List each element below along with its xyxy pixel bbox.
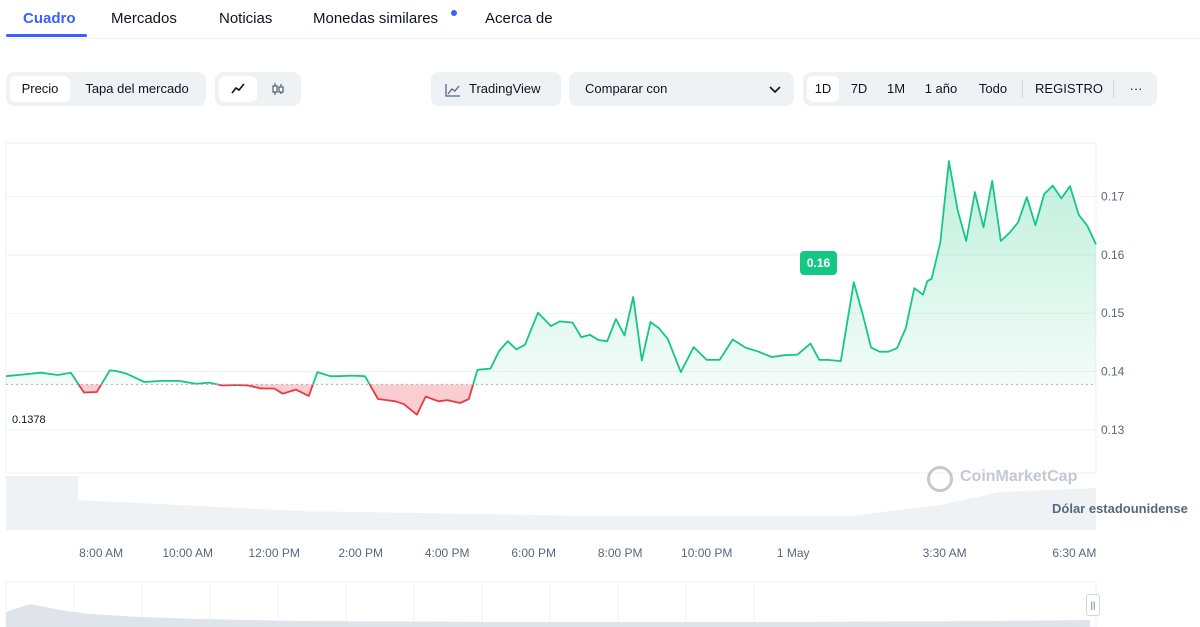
tab-noticias[interactable]: Noticias: [219, 10, 273, 27]
price-area-up: [6, 161, 1096, 385]
watermark: CoinMarketCap: [960, 468, 1078, 485]
tradingview-chart-icon: [445, 84, 460, 97]
x-tick-label: 2:00 PM: [338, 546, 383, 560]
toolbar-divider: [1113, 80, 1114, 98]
x-tick-label: 8:00 PM: [598, 546, 643, 560]
candlestick-icon: [272, 83, 284, 95]
range-1y-button[interactable]: 1 año: [924, 81, 958, 96]
y-tick-label: 0.13: [1101, 423, 1125, 437]
range-1m-button[interactable]: 1M: [886, 81, 906, 96]
x-tick-label: 10:00 AM: [162, 546, 213, 560]
new-indicator-dot: [451, 10, 457, 16]
price-line-down: [77, 384, 475, 416]
tab-mercados[interactable]: Mercados: [111, 10, 177, 27]
x-tick-label: 4:00 PM: [425, 546, 470, 560]
x-tick-label: 3:30 AM: [923, 546, 967, 560]
navigator-volume: [6, 604, 1090, 627]
price-chart[interactable]: 0.13 0.14 0.15 0.16 0.17 8:00 AM 10:00 AM 12:0…: [0, 140, 1200, 627]
metric-toggle: Precio Tapa del mercado: [6, 72, 206, 106]
y-tick-label: 0.17: [1101, 190, 1125, 204]
tradingview-label: TradingView: [469, 81, 541, 96]
range-navigator[interactable]: [5, 581, 1097, 627]
x-tick-label: 12:00 PM: [248, 546, 299, 560]
chevron-down-icon: [769, 86, 781, 94]
more-options-button[interactable]: ···: [1129, 81, 1143, 96]
x-axis-labels: 8:00 AM 10:00 AM 12:00 PM 2:00 PM 4:00 PM 6:0…: [79, 546, 1096, 560]
market-cap-button[interactable]: Tapa del mercado: [85, 81, 189, 96]
coinmarketcap-logo-icon: [927, 466, 953, 492]
tab-cuadro[interactable]: Cuadro: [23, 10, 76, 27]
range-7d-button[interactable]: 7D: [850, 81, 868, 96]
line-chart-button[interactable]: [219, 76, 257, 102]
x-tick-label: 1 May: [777, 546, 810, 560]
tab-acerca-de[interactable]: Acerca de: [485, 10, 553, 27]
toolbar-divider: [1022, 80, 1023, 98]
active-tab-indicator: [6, 34, 87, 37]
range-all-button[interactable]: Todo: [978, 81, 1008, 96]
volume-band: [6, 476, 1096, 530]
tradingview-button[interactable]: TradingView: [431, 72, 561, 106]
compare-dropdown[interactable]: Comparar con: [569, 72, 794, 106]
volume-area: [6, 476, 1096, 530]
price-button[interactable]: Precio: [10, 76, 70, 102]
y-axis-labels: 0.13 0.14 0.15 0.16 0.17: [1101, 190, 1125, 437]
open-price-label: 0.1378: [9, 414, 49, 426]
price-line-up: [5, 160, 1097, 385]
compare-label: Comparar con: [585, 81, 668, 96]
time-range-selector: 1D 7D 1M 1 año Todo REGISTRO ···: [803, 72, 1157, 106]
x-tick-label: 10:00 PM: [681, 546, 732, 560]
x-tick-label: 6:00 PM: [511, 546, 556, 560]
tab-monedas-similares[interactable]: Monedas similares: [313, 10, 439, 27]
navigator-handle[interactable]: ||: [1086, 594, 1100, 616]
x-tick-label: 8:00 AM: [79, 546, 123, 560]
x-tick-label: 6:30 AM: [1052, 546, 1096, 560]
line-chart-icon: [231, 83, 245, 94]
current-price-tag: 0.16: [800, 251, 837, 275]
candlestick-button[interactable]: [259, 76, 297, 102]
currency-label: Dólar estadounidense: [1052, 501, 1188, 516]
y-tick-label: 0.14: [1101, 365, 1125, 379]
y-tick-label: 0.15: [1101, 306, 1125, 320]
tab-bar: Cuadro Mercados Noticias Monedas similar…: [0, 0, 1200, 39]
chart-type-toggle: [215, 72, 301, 106]
log-scale-button[interactable]: REGISTRO: [1035, 81, 1103, 96]
y-tick-label: 0.16: [1101, 248, 1125, 262]
range-1d-button[interactable]: 1D: [807, 76, 839, 102]
